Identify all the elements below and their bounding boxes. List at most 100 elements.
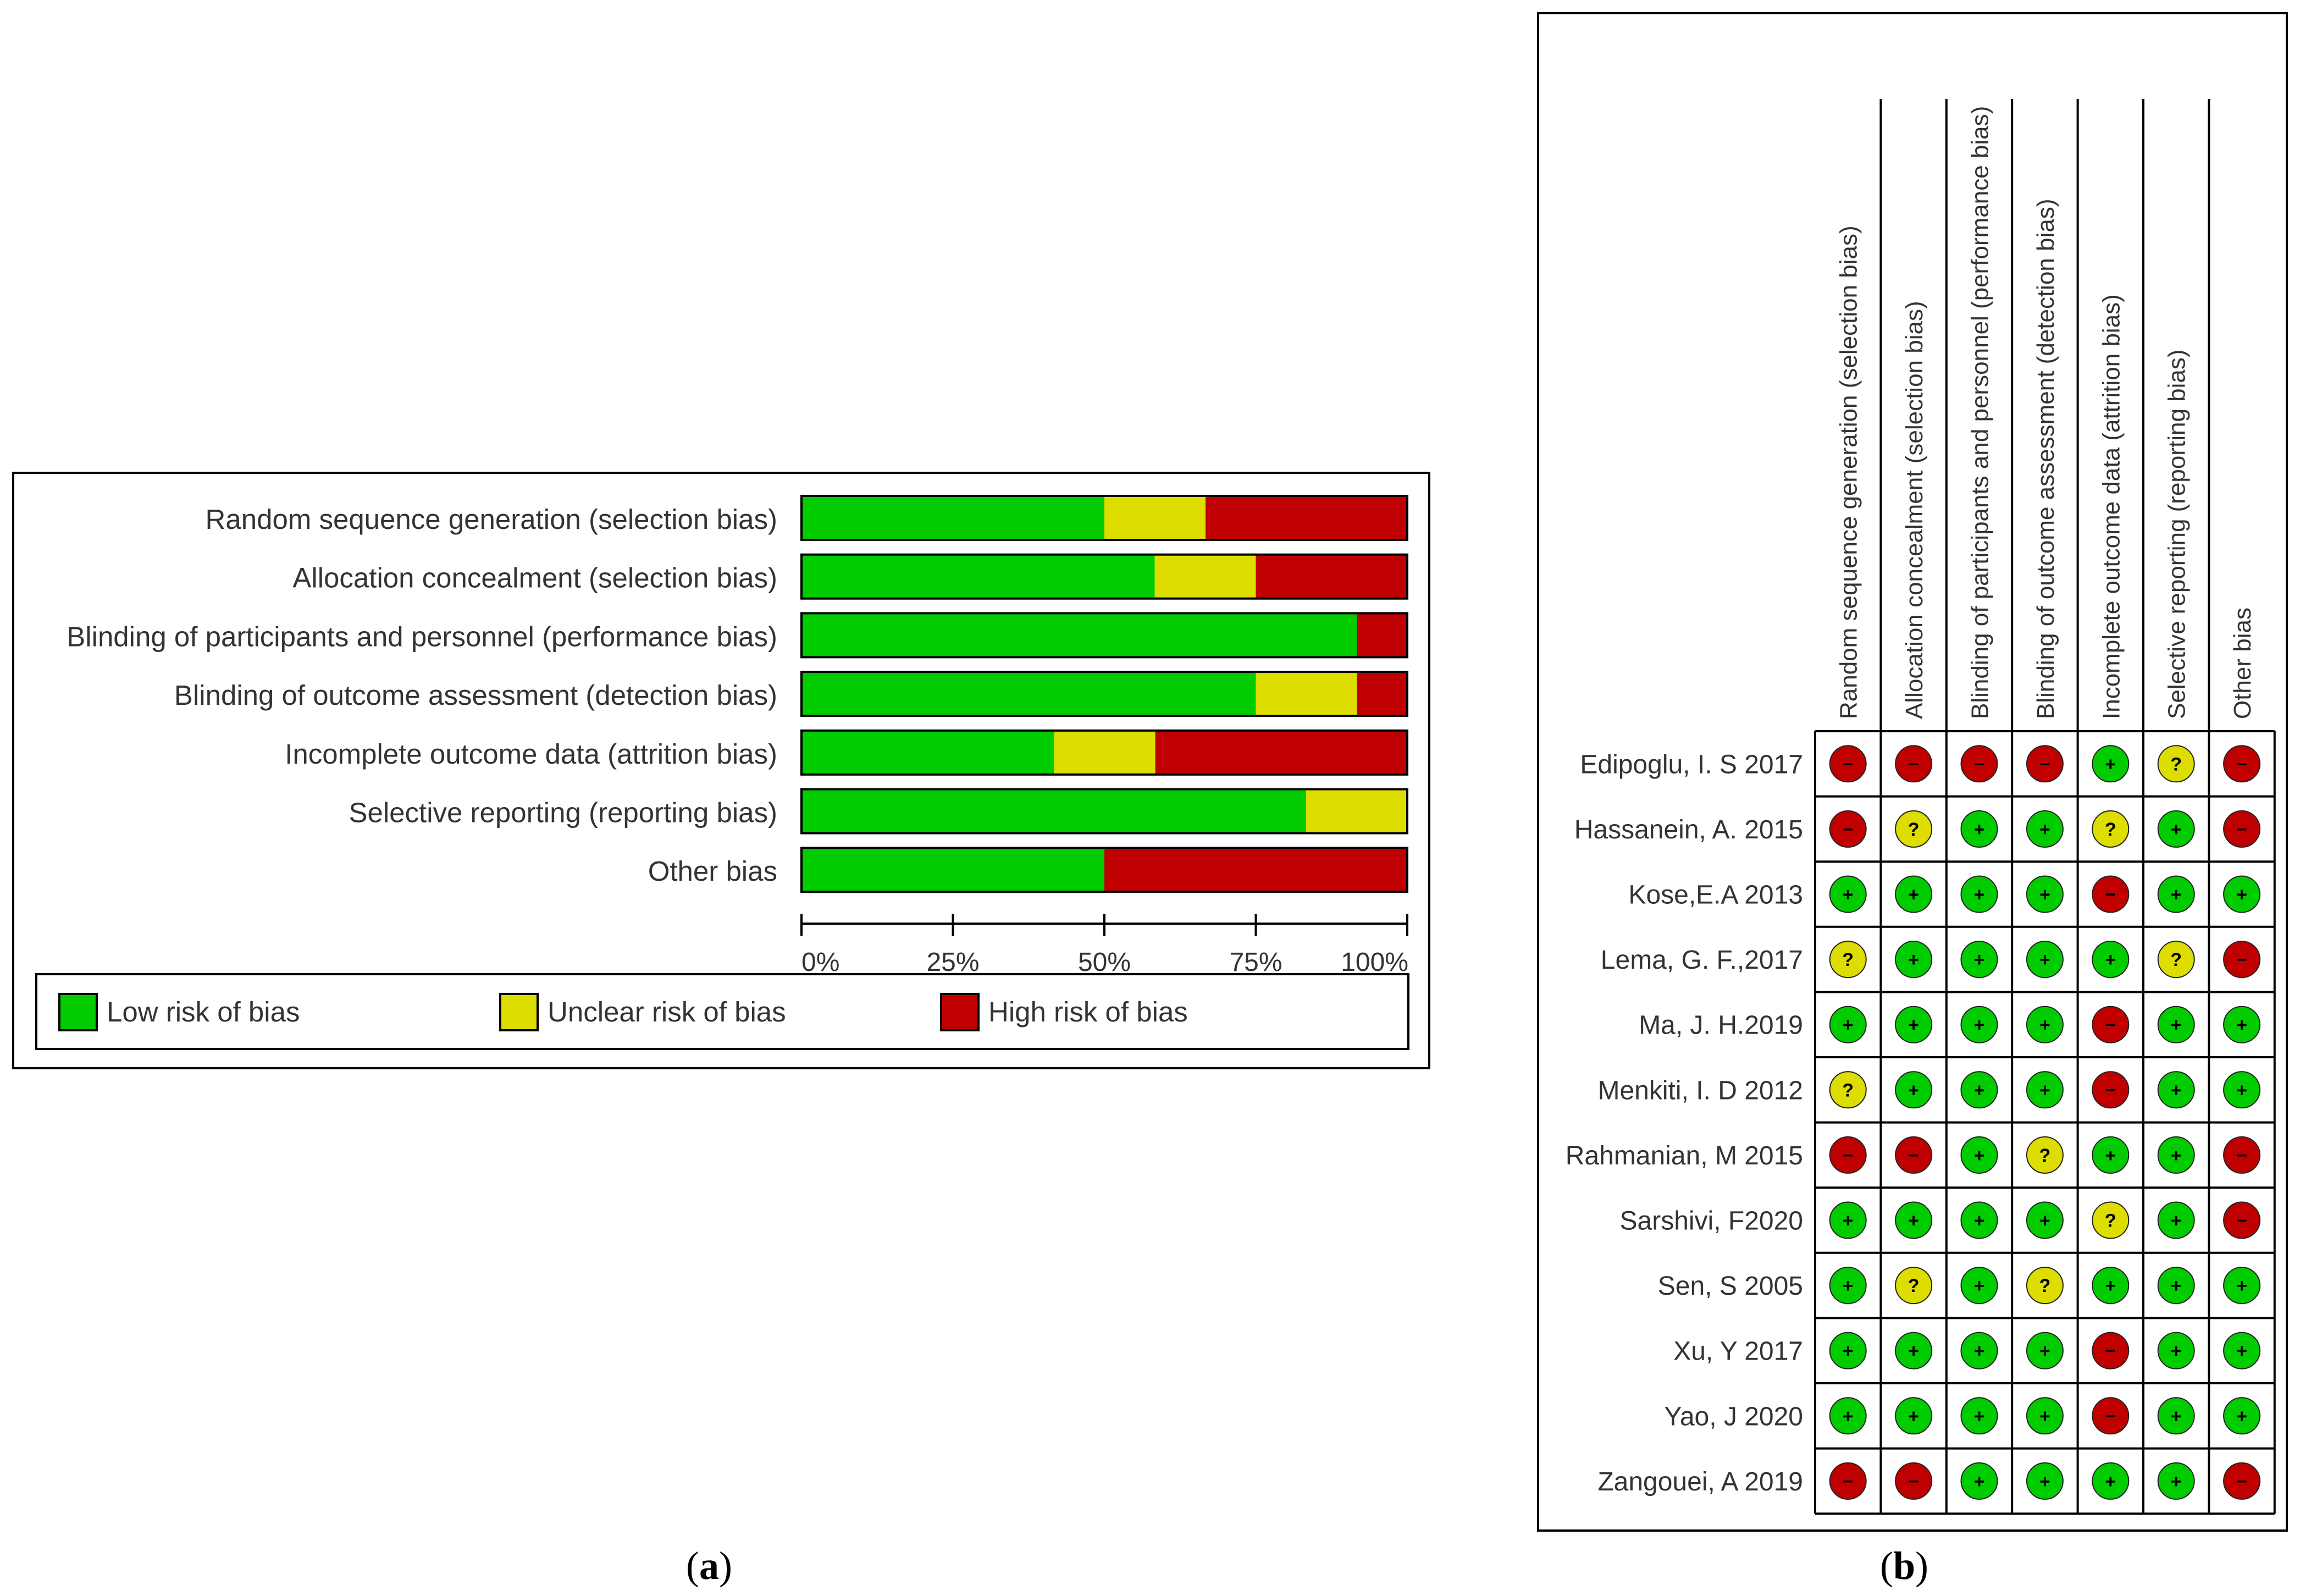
study-label-3: Kose,E.A 2013 xyxy=(1628,881,1803,910)
judgement-symbol-5-4: + xyxy=(2039,1015,2050,1036)
judgement-symbol-6-1: ? xyxy=(1842,1080,1854,1101)
judgement-high-2-7: − xyxy=(2223,810,2261,848)
judgement-dot-7-7 xyxy=(2223,1136,2261,1174)
bar-outline-6 xyxy=(800,788,1408,835)
judgement-symbol-2-5: ? xyxy=(2105,819,2116,840)
judgement-dot-6-3 xyxy=(1960,1071,1998,1109)
judgement-symbol-3-6: + xyxy=(2171,885,2182,905)
judgement-unclear-6-1: ? xyxy=(1829,1071,1867,1109)
judgement-low-8-1: + xyxy=(1829,1201,1867,1239)
judgement-symbol-9-7: + xyxy=(2236,1275,2247,1296)
judgement-dot-5-2 xyxy=(1895,1006,1933,1043)
judgement-dot-6-1 xyxy=(1829,1071,1867,1109)
judgement-symbol-6-6: + xyxy=(2171,1080,2182,1101)
judgement-low-11-3: + xyxy=(1960,1397,1998,1435)
judgement-dot-3-2 xyxy=(1895,875,1933,913)
judgement-dot-5-4 xyxy=(2026,1006,2064,1043)
judgement-dot-8-5 xyxy=(2092,1201,2130,1239)
judgement-dot-8-4 xyxy=(2026,1201,2064,1239)
judgement-dot-9-4 xyxy=(2026,1267,2064,1305)
judgement-low-8-4: + xyxy=(2026,1201,2064,1239)
judgement-dot-1-7 xyxy=(2223,745,2261,783)
bar-high-risk-of-bias-7 xyxy=(1104,848,1407,892)
judgement-dot-4-4 xyxy=(2026,941,2064,979)
judgement-dot-9-3 xyxy=(1960,1267,1998,1305)
judgement-low-11-6: + xyxy=(2157,1397,2195,1435)
judgement-dot-1-4 xyxy=(2026,745,2064,783)
judgement-low-12-6: + xyxy=(2157,1462,2195,1500)
judgement-dot-6-5 xyxy=(2092,1071,2130,1109)
judgement-symbol-10-6: + xyxy=(2171,1341,2182,1362)
judgement-high-7-7: − xyxy=(2223,1136,2261,1174)
judgement-dot-2-7 xyxy=(2223,810,2261,848)
judgement-symbol-10-7: + xyxy=(2236,1341,2247,1362)
judgement-high-3-5: − xyxy=(2092,875,2130,913)
judgement-symbol-5-1: + xyxy=(1843,1015,1854,1036)
category-label-blinding-of-outcome-assessment-detection-bias: Blinding of outcome assessment (detectio… xyxy=(174,680,777,711)
judgement-symbol-11-6: + xyxy=(2171,1406,2182,1427)
judgement-dot-8-1 xyxy=(1829,1201,1867,1239)
judgement-dot-12-3 xyxy=(1960,1462,1998,1500)
judgement-symbol-8-2: + xyxy=(1908,1211,1919,1231)
judgement-dot-12-2 xyxy=(1895,1462,1933,1500)
judgement-low-11-1: + xyxy=(1829,1397,1867,1435)
judgement-dot-4-7 xyxy=(2223,941,2261,979)
x-tick-label-5: 100% xyxy=(1341,948,1408,977)
judgement-symbol-1-7: − xyxy=(2236,754,2247,775)
judgement-dot-11-1 xyxy=(1829,1397,1867,1435)
judgement-symbol-7-1: − xyxy=(1843,1145,1854,1166)
category-label-selective-reporting-reporting-bias: Selective reporting (reporting bias) xyxy=(349,797,777,829)
judgement-high-5-5: − xyxy=(2092,1006,2130,1043)
column-header-blinding-of-participants-and-personnel-performance-bias: Blinding of participants and personnel (… xyxy=(1967,106,1994,719)
judgement-symbol-7-2: − xyxy=(1908,1145,1919,1166)
judgement-dot-5-3 xyxy=(1960,1006,1998,1043)
judgement-low-9-3: + xyxy=(1960,1267,1998,1305)
judgement-high-12-7: − xyxy=(2223,1462,2261,1500)
judgement-low-8-2: + xyxy=(1895,1201,1933,1239)
category-label-random-sequence-generation-selection-bias: Random sequence generation (selection bi… xyxy=(206,504,777,535)
judgement-symbol-4-4: + xyxy=(2039,949,2050,970)
judgement-dot-9-7 xyxy=(2223,1267,2261,1305)
judgement-dot-11-4 xyxy=(2026,1397,2064,1435)
judgement-symbol-4-1: ? xyxy=(1842,949,1854,970)
judgement-low-2-4: + xyxy=(2026,810,2064,848)
judgement-dot-3-6 xyxy=(2157,875,2195,913)
judgement-symbol-1-5: + xyxy=(2105,754,2116,775)
judgement-symbol-7-4: ? xyxy=(2039,1145,2051,1166)
judgement-symbol-7-6: + xyxy=(2171,1145,2182,1166)
judgement-low-7-3: + xyxy=(1960,1136,1998,1174)
legend-label-unclear-risk-of-bias: Unclear risk of bias xyxy=(548,996,786,1028)
judgement-low-5-7: + xyxy=(2223,1006,2261,1043)
judgement-dot-7-2 xyxy=(1895,1136,1933,1174)
judgement-dot-10-2 xyxy=(1895,1332,1933,1369)
judgement-low-4-5: + xyxy=(2092,941,2130,979)
judgement-symbol-12-4: + xyxy=(2039,1471,2050,1492)
judgement-dot-1-1 xyxy=(1829,745,1867,783)
judgement-dot-9-2 xyxy=(1895,1267,1933,1305)
judgement-symbol-2-4: + xyxy=(2039,819,2050,840)
judgement-symbol-6-7: + xyxy=(2236,1080,2247,1101)
judgement-low-12-3: + xyxy=(1960,1462,1998,1500)
judgement-symbol-5-2: + xyxy=(1908,1015,1919,1036)
judgement-symbol-4-2: + xyxy=(1908,949,1919,970)
judgement-symbol-5-7: + xyxy=(2236,1015,2247,1036)
bar-high-risk-of-bias-1 xyxy=(1206,496,1407,540)
judgement-symbol-1-4: − xyxy=(2039,754,2050,775)
judgement-symbol-7-7: − xyxy=(2236,1145,2247,1166)
judgement-unclear-8-5: ? xyxy=(2092,1201,2130,1239)
judgement-symbol-10-5: − xyxy=(2105,1341,2116,1362)
judgement-low-7-6: + xyxy=(2157,1136,2195,1174)
legend-swatch-low-risk-of-bias xyxy=(58,993,98,1031)
judgement-dot-6-6 xyxy=(2157,1071,2195,1109)
study-label-9: Sen, S 2005 xyxy=(1658,1272,1803,1301)
judgement-low-9-7: + xyxy=(2223,1267,2261,1305)
judgement-dot-10-5 xyxy=(2092,1332,2130,1369)
judgement-dot-4-2 xyxy=(1895,941,1933,979)
bar-outline-7 xyxy=(800,847,1408,893)
judgement-low-10-3: + xyxy=(1960,1332,1998,1369)
judgement-low-6-6: + xyxy=(2157,1071,2195,1109)
judgement-unclear-9-2: ? xyxy=(1895,1267,1933,1305)
study-label-7: Rahmanian, M 2015 xyxy=(1566,1141,1803,1170)
bar-low-risk-of-bias-6 xyxy=(801,789,1306,833)
